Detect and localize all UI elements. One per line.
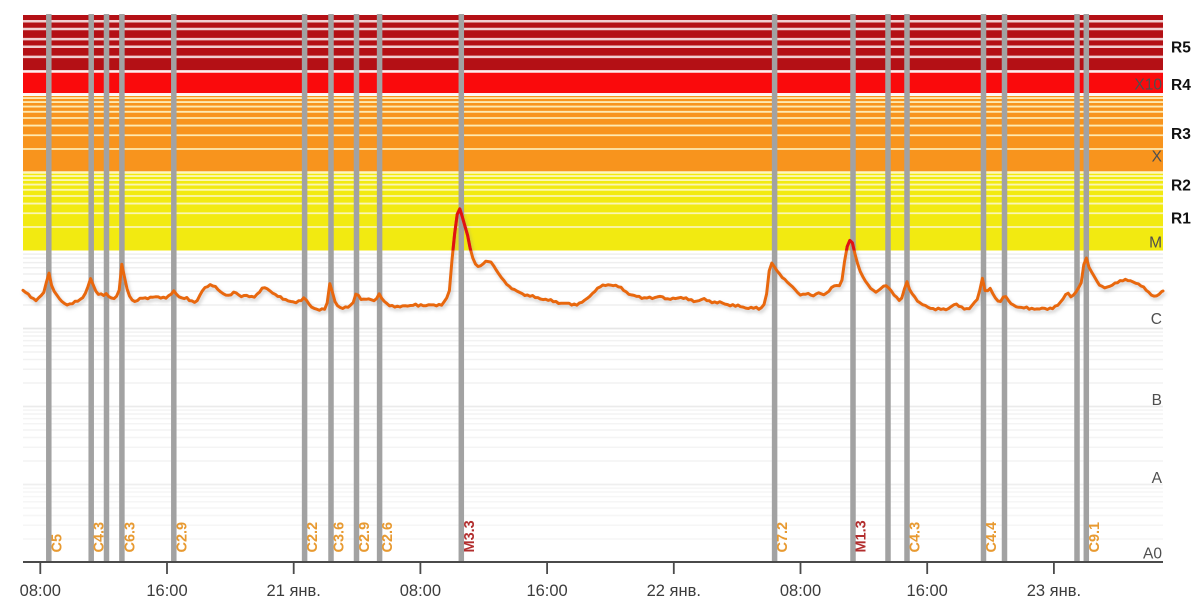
svg-text:R5: R5 — [1171, 39, 1191, 56]
svg-text:R2: R2 — [1171, 178, 1191, 195]
svg-text:B: B — [1152, 392, 1162, 409]
svg-text:C4.4: C4.4 — [984, 522, 1000, 553]
svg-text:R1: R1 — [1171, 211, 1191, 228]
svg-text:16:00: 16:00 — [526, 582, 567, 600]
svg-text:22 янв.: 22 янв. — [647, 582, 701, 600]
svg-text:X10: X10 — [1134, 77, 1162, 94]
svg-text:M3.3: M3.3 — [462, 520, 478, 552]
svg-text:M1.3: M1.3 — [854, 520, 870, 552]
svg-text:C7.2: C7.2 — [775, 522, 791, 553]
svg-text:C2.9: C2.9 — [357, 522, 373, 553]
svg-text:21 янв.: 21 янв. — [267, 582, 321, 600]
svg-text:C4.3: C4.3 — [92, 522, 108, 553]
svg-text:23 янв.: 23 янв. — [1027, 582, 1081, 600]
svg-text:08:00: 08:00 — [20, 582, 61, 600]
svg-text:R4: R4 — [1171, 77, 1191, 94]
svg-text:R3: R3 — [1171, 126, 1191, 143]
svg-text:A0: A0 — [1143, 546, 1162, 563]
svg-text:08:00: 08:00 — [400, 582, 441, 600]
svg-text:A: A — [1152, 470, 1163, 487]
svg-text:C4.3: C4.3 — [908, 522, 924, 553]
svg-text:M: M — [1149, 235, 1162, 252]
svg-text:C2.9: C2.9 — [174, 522, 190, 553]
svg-text:C9.1: C9.1 — [1087, 522, 1103, 553]
svg-text:X: X — [1152, 149, 1163, 166]
svg-text:C3.6: C3.6 — [332, 522, 348, 553]
svg-text:C6.3: C6.3 — [122, 522, 138, 553]
svg-text:08:00: 08:00 — [780, 582, 821, 600]
svg-text:16:00: 16:00 — [146, 582, 187, 600]
svg-text:C: C — [1151, 311, 1162, 328]
svg-text:C5: C5 — [49, 534, 65, 553]
svg-text:C2.6: C2.6 — [380, 522, 396, 553]
svg-text:C2.2: C2.2 — [305, 522, 321, 553]
svg-text:16:00: 16:00 — [907, 582, 948, 600]
